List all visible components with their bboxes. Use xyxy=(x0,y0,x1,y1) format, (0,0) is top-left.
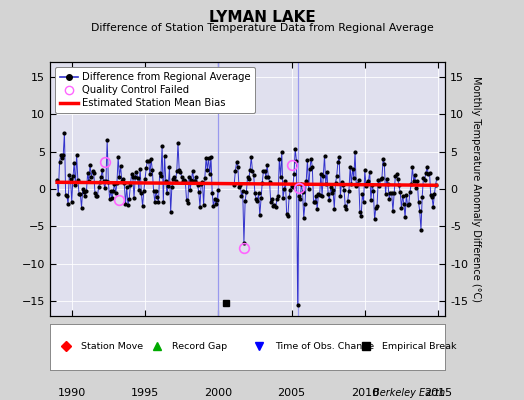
Text: 2015: 2015 xyxy=(424,388,452,398)
Text: 1990: 1990 xyxy=(58,388,86,398)
Text: 1995: 1995 xyxy=(131,388,159,398)
Text: Record Gap: Record Gap xyxy=(172,342,227,350)
Text: Empirical Break: Empirical Break xyxy=(382,342,456,350)
Text: 2005: 2005 xyxy=(278,388,305,398)
Legend: Difference from Regional Average, Quality Control Failed, Estimated Station Mean: Difference from Regional Average, Qualit… xyxy=(55,67,255,113)
Text: LYMAN LAKE: LYMAN LAKE xyxy=(209,10,315,25)
Text: 2000: 2000 xyxy=(204,388,232,398)
Y-axis label: Monthly Temperature Anomaly Difference (°C): Monthly Temperature Anomaly Difference (… xyxy=(471,76,481,302)
Text: Berkeley Earth: Berkeley Earth xyxy=(373,388,445,398)
Text: Difference of Station Temperature Data from Regional Average: Difference of Station Temperature Data f… xyxy=(91,23,433,33)
Text: Station Move: Station Move xyxy=(81,342,144,350)
Text: 2010: 2010 xyxy=(351,388,379,398)
Text: Time of Obs. Change: Time of Obs. Change xyxy=(275,342,375,350)
